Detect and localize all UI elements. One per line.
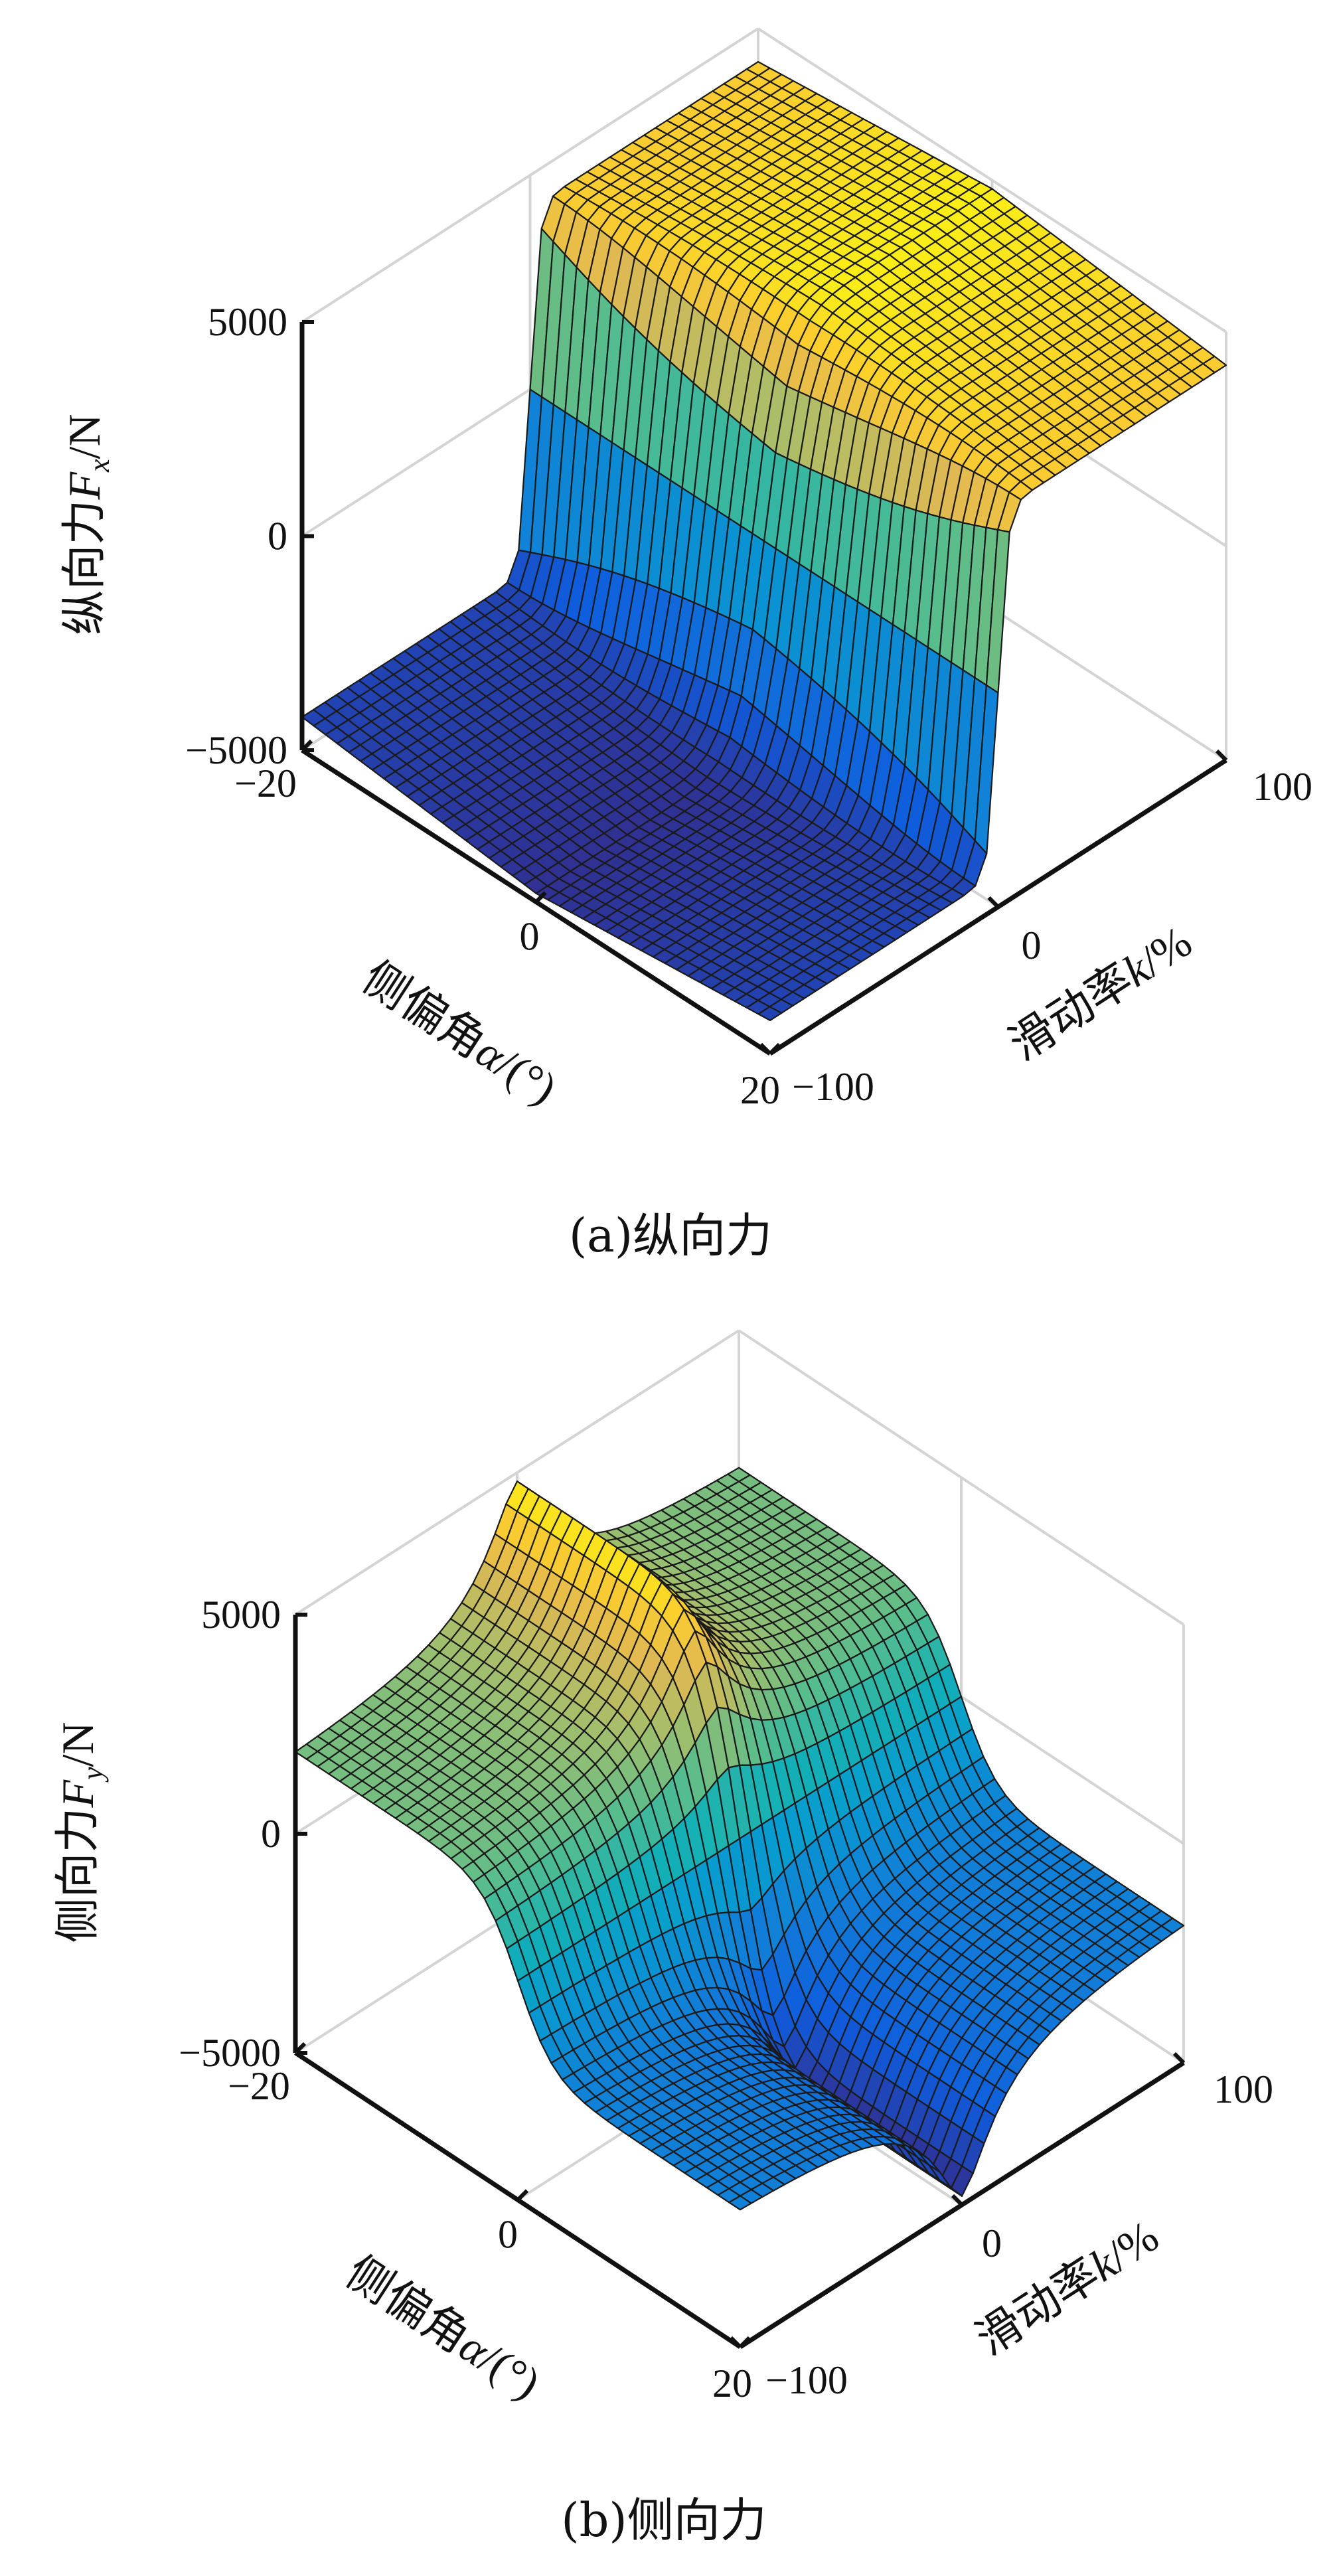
z-tick-label: 0 bbox=[261, 1812, 281, 1856]
slip-tick bbox=[1215, 749, 1228, 762]
alpha-tick-label: −20 bbox=[228, 2064, 290, 2108]
z-tick-label: 5000 bbox=[201, 1593, 281, 1637]
alpha-axis-label: 侧偏角α/(°) bbox=[353, 951, 566, 1115]
chart-panel-a: −5000 0 5000 −20 0 20 −100 0 100 纵向力Fx/N 侧偏角α/(°) 滑… bbox=[58, 27, 1312, 1263]
alpha-tick bbox=[534, 891, 547, 904]
alpha-tick bbox=[293, 2042, 307, 2055]
alpha-tick-label: 20 bbox=[712, 2362, 752, 2405]
alpha-tick-label: −20 bbox=[234, 762, 297, 805]
slip-tick bbox=[759, 1042, 772, 1056]
surface-mesh bbox=[301, 60, 1227, 1022]
surface-patch bbox=[728, 2195, 752, 2211]
figure-caption: (a)纵向力 bbox=[569, 1208, 772, 1263]
slip-tick bbox=[1172, 2052, 1186, 2065]
slip-tick bbox=[951, 2194, 964, 2207]
alpha-tick bbox=[738, 2336, 751, 2349]
axes: −5000 0 5000 −20 0 20 −100 0 100 bbox=[185, 300, 1312, 1112]
z-axis-label: 纵向力Fx/N bbox=[58, 414, 116, 635]
alpha-tick-label: 0 bbox=[498, 2213, 518, 2257]
z-tick-label: 0 bbox=[268, 515, 287, 558]
slip-tick-label: 100 bbox=[1214, 2067, 1273, 2111]
figure-caption: (b)侧向力 bbox=[561, 2493, 766, 2547]
z-tick-label: −5000 bbox=[185, 728, 287, 772]
surface-patch bbox=[757, 1006, 783, 1022]
surface-mesh bbox=[294, 1467, 1185, 2211]
axes: −5000 0 5000 −20 0 20 −100 0 100 bbox=[179, 1593, 1273, 2405]
alpha-tick bbox=[516, 2189, 529, 2202]
slip-tick-label: −100 bbox=[792, 1065, 874, 1109]
chart-panel-b: −5000 0 5000 −20 0 20 −100 0 100 侧向力Fy/N 侧偏角α/(°) 滑… bbox=[0, 1288, 1339, 2576]
alpha-tick bbox=[768, 1042, 781, 1056]
slip-tick bbox=[729, 2336, 742, 2349]
alpha-axis-label: 侧偏角α/(°) bbox=[337, 2246, 550, 2410]
slip-tick-label: −100 bbox=[765, 2358, 848, 2402]
z-tick-label: 5000 bbox=[208, 300, 287, 344]
slip-tick bbox=[987, 896, 1000, 909]
z-tick-label: −5000 bbox=[179, 2031, 281, 2075]
slip-tick-label: 0 bbox=[1022, 924, 1042, 967]
slip-tick-label: 0 bbox=[982, 2221, 1002, 2265]
alpha-tick bbox=[300, 739, 313, 752]
z-axis-label: 侧向力Fy/N bbox=[52, 1722, 109, 1943]
alpha-tick-label: 20 bbox=[740, 1068, 780, 1112]
slip-tick-label: 100 bbox=[1253, 765, 1312, 809]
alpha-tick-label: 0 bbox=[520, 915, 540, 959]
